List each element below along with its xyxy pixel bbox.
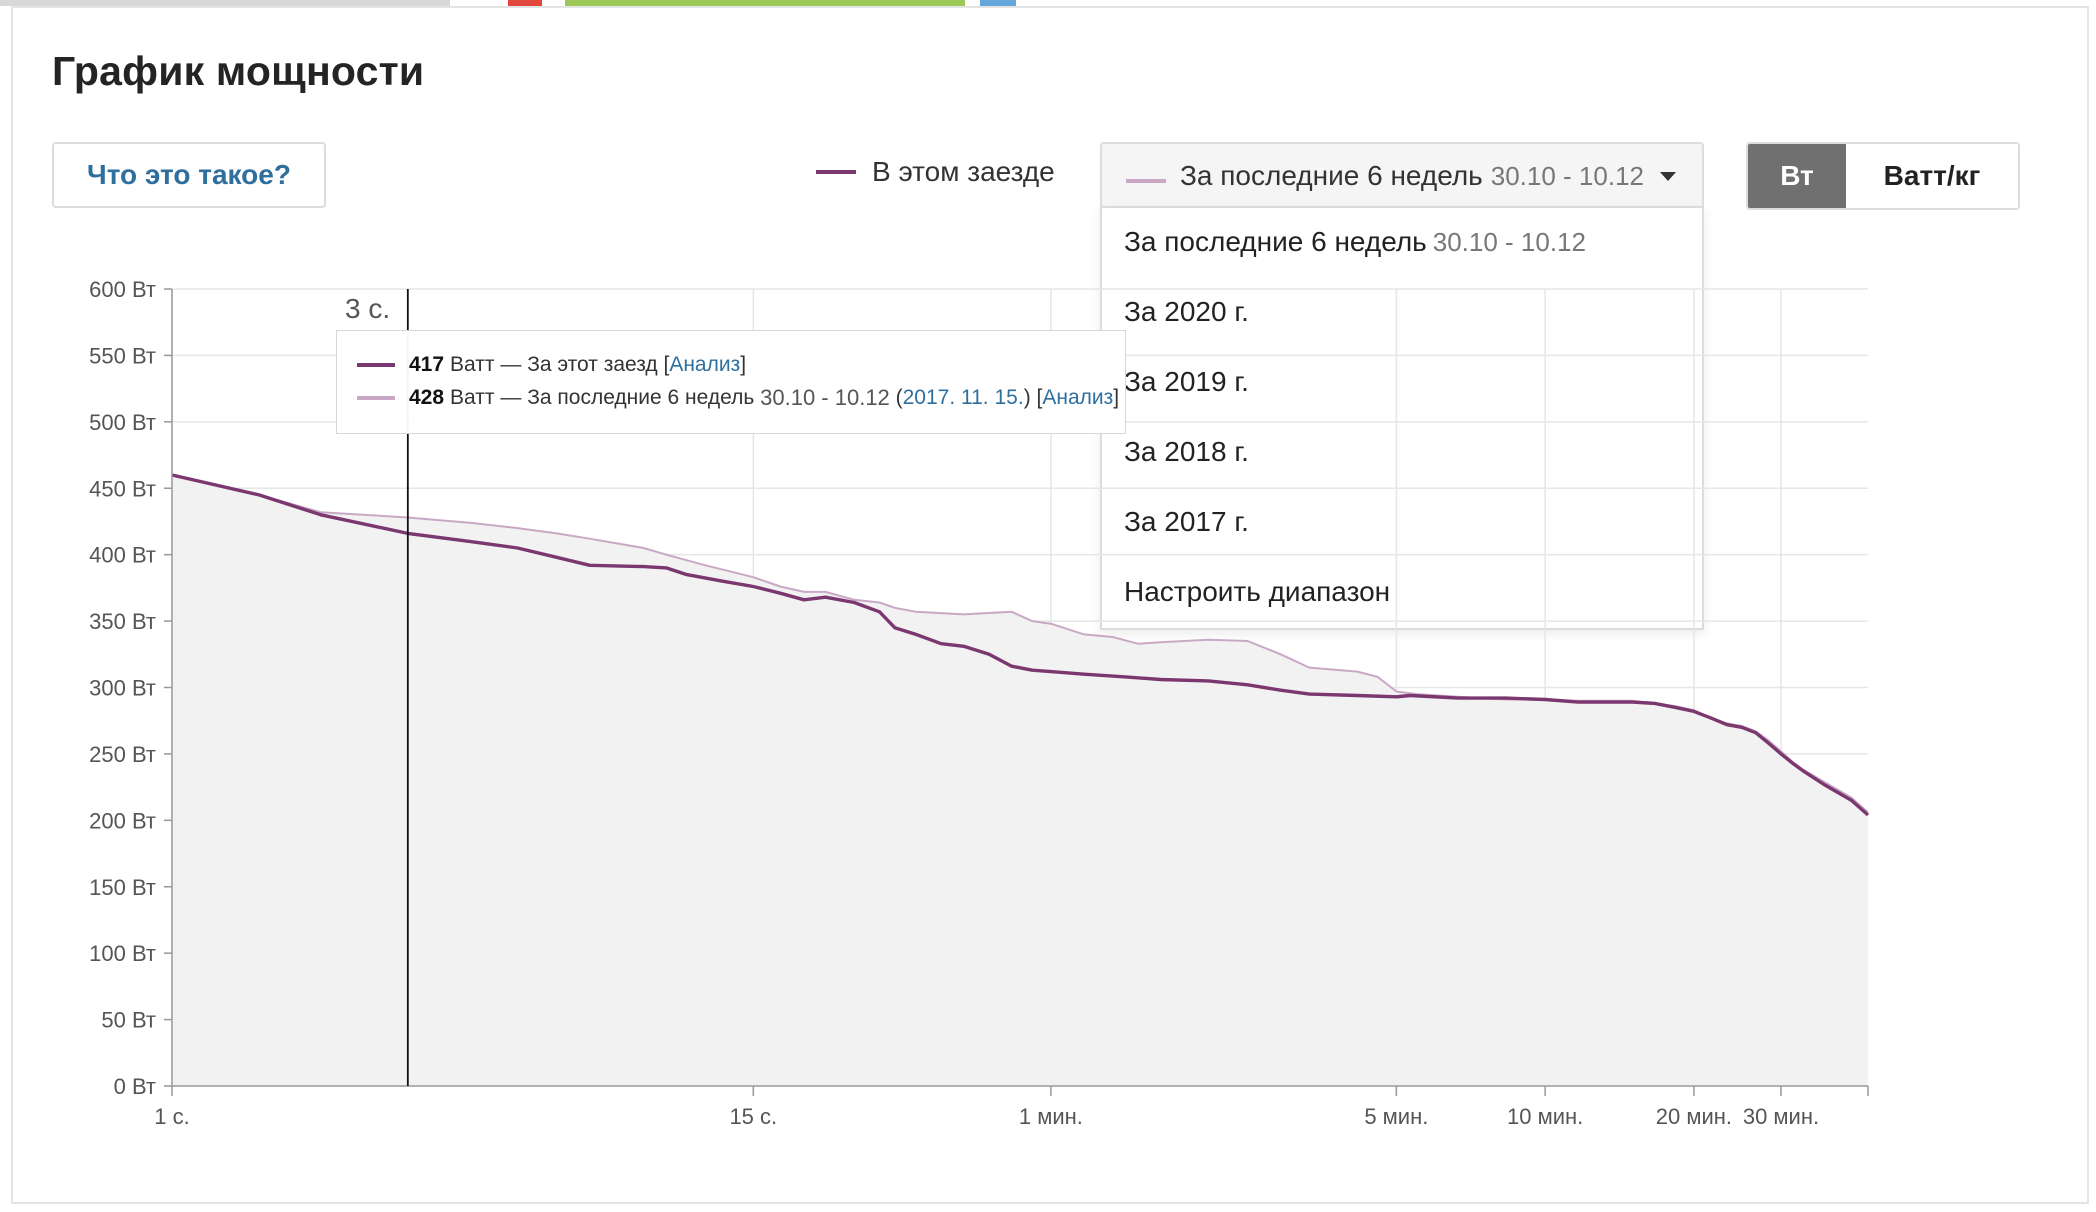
period-option-2017[interactable]: За 2017 г.: [1124, 506, 1249, 537]
tooltip-current-text: — За этот заезд: [500, 353, 658, 376]
what-is-this-button[interactable]: Что это такое?: [52, 142, 326, 208]
y-tick-label: 300 Вт: [89, 676, 156, 701]
series-line-current: [171, 473, 1870, 817]
tooltip-compare-text: — За последние 6 недель: [500, 386, 755, 409]
y-tick-label: 200 Вт: [89, 808, 156, 833]
tooltip-compare-range: 30.10 - 10.12: [760, 385, 890, 410]
tooltip-current-value: 417: [409, 353, 445, 376]
legend-current-label: В этом заезде: [872, 156, 1055, 187]
period-select-menu: За последние 6 недель 30.10 - 10.12 За 20…: [1100, 206, 1704, 630]
strip-segment: [565, 0, 965, 6]
period-option-2018[interactable]: За 2018 г.: [1124, 436, 1249, 467]
x-tick-label: 15 с.: [729, 1104, 777, 1129]
y-tick-label: 50 Вт: [101, 1008, 156, 1033]
x-tick-label: 1 с.: [154, 1104, 189, 1129]
period-select-range: 30.10 - 10.12: [1490, 160, 1644, 191]
chart-areas: [172, 475, 1868, 1086]
period-option-range: 30.10 - 10.12: [1432, 227, 1586, 257]
page-title: График мощности: [52, 48, 425, 94]
series-area-compare: [172, 475, 1868, 1086]
chevron-down-icon: [1660, 171, 1676, 181]
period-option-2020[interactable]: За 2020 г.: [1124, 296, 1249, 327]
chart-tooltip: 417 Ватт — За этот заезд [Анализ] 428 Ва…: [336, 330, 1126, 434]
tooltip-compare-value: 428: [409, 386, 445, 409]
y-tick-label: 250 Вт: [89, 742, 156, 767]
y-tick-label: 350 Вт: [89, 609, 156, 634]
y-tick-label: 150 Вт: [89, 875, 156, 900]
strip-segment: [980, 0, 1016, 6]
legend-current-ride: В этом заезде: [816, 156, 1055, 188]
x-tick-label: 5 мин.: [1364, 1104, 1428, 1129]
legend-current-swatch: [816, 170, 856, 174]
tooltip-compare-unit: Ватт: [450, 386, 495, 409]
chart-lines: [171, 473, 1870, 817]
y-tick-label: 0 Вт: [114, 1074, 156, 1099]
tooltip-row-current: 417 Ватт — За этот заезд [Анализ]: [357, 353, 746, 377]
y-tick-label: 600 Вт: [89, 277, 156, 302]
tooltip-compare-swatch: [357, 396, 395, 400]
period-select-toggle[interactable]: За последние 6 недель 30.10 - 10.12: [1100, 142, 1704, 208]
top-strip: [0, 0, 2096, 8]
y-tick-label: 100 Вт: [89, 941, 156, 966]
unit-toggle: Вт Ватт/кг: [1746, 142, 2020, 210]
period-select-label: За последние 6 недель: [1180, 160, 1483, 191]
period-option-2019[interactable]: За 2019 г.: [1124, 366, 1249, 397]
y-tick-label: 450 Вт: [89, 476, 156, 501]
period-option-6-weeks[interactable]: За последние 6 недель 30.10 - 10.12: [1124, 226, 1586, 258]
x-tick-label: 20 мин.: [1656, 1104, 1732, 1129]
x-tick-label: 30 мин.: [1743, 1104, 1819, 1129]
tooltip-row-compare: 428 Ватт — За последние 6 недель 30.10 -…: [357, 385, 1119, 411]
y-tick-label: 550 Вт: [89, 343, 156, 368]
x-tick-label: 1 мин.: [1019, 1104, 1083, 1129]
tooltip-compare-analysis-link[interactable]: Анализ: [1042, 386, 1114, 409]
chart-axes: 0 Вт 50 Вт 100 Вт 150 Вт 200 Вт 250 Вт 300 Вт 3…: [89, 277, 1869, 1129]
tooltip-current-unit: Ватт: [450, 353, 495, 376]
tooltip-current-swatch: [357, 363, 395, 367]
strip-segment: [508, 0, 542, 6]
period-option-label: За последние 6 недель: [1124, 226, 1427, 257]
compare-swatch: [1126, 179, 1166, 183]
y-tick-label: 500 Вт: [89, 410, 156, 435]
tooltip-compare-date-link[interactable]: 2017. 11. 15.: [902, 386, 1024, 409]
tooltip-time: 3 с.: [345, 293, 391, 324]
strip-segment: [0, 0, 450, 6]
tooltip-current-analysis-link[interactable]: Анализ: [669, 353, 741, 376]
unit-watts-button[interactable]: Вт: [1748, 144, 1846, 208]
unit-watts-per-kg-button[interactable]: Ватт/кг: [1846, 144, 2018, 208]
period-option-custom-range[interactable]: Настроить диапазон: [1124, 576, 1391, 607]
y-tick-label: 400 Вт: [89, 543, 156, 568]
x-tick-label: 10 мин.: [1507, 1104, 1583, 1129]
